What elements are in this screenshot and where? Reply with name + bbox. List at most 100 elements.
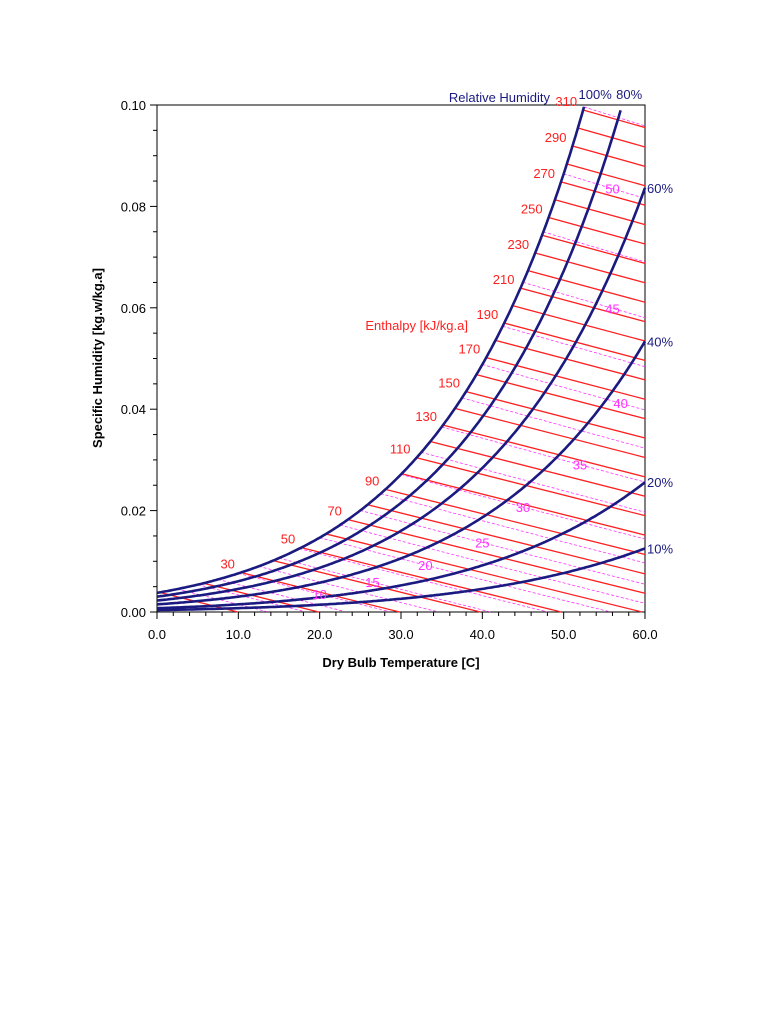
enthalpy-line	[325, 533, 643, 613]
wet-bulb-line	[543, 231, 646, 263]
enthalpy-line	[512, 305, 646, 342]
wet-bulb-line	[583, 106, 646, 127]
enthalpy-label: 30	[220, 557, 234, 572]
enthalpy-line	[541, 234, 646, 265]
x-tick-label: 0.0	[148, 627, 166, 642]
x-tick-label: 40.0	[470, 627, 495, 642]
enthalpy-line	[548, 216, 646, 245]
wet-bulb-lines	[177, 106, 646, 613]
wet-bulb-line	[380, 493, 646, 564]
enthalpy-line	[495, 339, 646, 381]
rh-label: 40%	[647, 334, 673, 349]
enthalpy-line	[560, 181, 646, 206]
wet-bulb-line	[217, 579, 345, 612]
wet-bulb-line	[522, 281, 646, 319]
enthalpy-line	[430, 440, 646, 497]
wet-bulb-line	[258, 565, 438, 613]
enthalpy-label: 150	[438, 376, 460, 391]
wet-bulb-label: 15	[365, 575, 379, 590]
wet-bulb-label: 45	[605, 301, 619, 316]
rh-curve-80	[156, 109, 622, 598]
rh-curve-40	[156, 340, 647, 606]
enthalpy-label: 50	[281, 532, 295, 547]
wet-bulb-line	[482, 364, 646, 411]
enthalpy-label: 290	[545, 130, 567, 145]
wet-bulb-line	[360, 510, 646, 585]
wet-bulb-label: 20	[418, 558, 432, 573]
axes	[150, 104, 646, 619]
y-tick-label: 0.00	[121, 605, 146, 620]
wet-bulb-label: 35	[573, 458, 587, 473]
enthalpy-label: 70	[327, 504, 341, 519]
enthalpy-label: 110	[390, 442, 411, 457]
y-tick-label: 0.10	[121, 98, 146, 113]
enthalpy-line	[534, 252, 646, 284]
rh-curve-100	[156, 106, 586, 595]
rh-curve-20	[156, 481, 646, 610]
enthalpy-line	[203, 582, 319, 613]
wet-bulb-line	[441, 426, 646, 483]
enthalpy-label: 130	[415, 409, 437, 424]
enthalpy-line	[367, 504, 646, 575]
enthalpy-line	[520, 287, 646, 323]
relative-humidity-curves	[156, 106, 647, 612]
wet-bulb-line	[563, 173, 646, 199]
x-tick-label: 60.0	[632, 627, 657, 642]
wet-bulb-line	[421, 451, 646, 513]
enthalpy-line	[416, 457, 646, 517]
enthalpy-line	[273, 559, 481, 613]
rh-curve-10	[157, 547, 646, 612]
enthalpy-line	[401, 473, 646, 536]
wet-bulb-line	[461, 397, 646, 449]
wet-bulb-label: 30	[516, 500, 530, 515]
y-axis-title: Specific Humidity [kg.w/kg.a]	[90, 268, 105, 448]
enthalpy-lines	[159, 109, 646, 613]
enthalpy-line	[486, 356, 646, 400]
enthalpy-line	[385, 488, 646, 556]
enthalpy-line	[572, 145, 646, 167]
wet-bulb-label: 40	[613, 396, 627, 411]
enthalpy-label: 270	[533, 166, 555, 181]
enthalpy-label: 210	[493, 272, 515, 287]
rh-curve-60	[156, 187, 647, 602]
enthalpy-line	[582, 109, 646, 129]
y-tick-label: 0.04	[121, 402, 146, 417]
enthalpy-label: 170	[458, 342, 480, 357]
x-tick-label: 30.0	[388, 627, 413, 642]
wet-bulb-label: 25	[475, 536, 489, 551]
rh-label: 60%	[647, 181, 673, 196]
enthalpy-line	[240, 571, 400, 613]
rh-label: 20%	[647, 475, 673, 490]
enthalpy-line	[554, 199, 646, 226]
wet-bulb-line	[400, 474, 646, 540]
x-tick-label: 50.0	[551, 627, 576, 642]
labels: 0.0 10.0 20.0 30.0 40.0 50.0 60.0 0.00 0.02 0.04 0…	[121, 87, 674, 642]
enthalpy-label: 230	[507, 237, 529, 252]
x-axis-title: Dry Bulb Temperature [C]	[322, 655, 479, 670]
enthalpy-label: 90	[365, 473, 379, 488]
wet-bulb-label: 50	[605, 182, 619, 197]
rh-label: 100%	[579, 87, 613, 102]
enthalpy-line	[442, 424, 646, 478]
wet-bulb-line	[339, 524, 646, 604]
enthalpy-label: 250	[521, 202, 543, 217]
relative-humidity-title: Relative Humidity	[449, 90, 551, 105]
rh-label: 80%	[616, 87, 642, 102]
wet-bulb-line	[238, 573, 389, 612]
enthalpy-line	[527, 269, 646, 303]
x-tick-label: 20.0	[307, 627, 332, 642]
enthalpy-line	[454, 407, 646, 459]
y-tick-label: 0.06	[121, 301, 146, 316]
y-tick-label: 0.08	[121, 199, 146, 214]
y-tick-label: 0.02	[121, 504, 146, 519]
enthalpy-label: 190	[477, 307, 499, 322]
x-tick-label: 10.0	[226, 627, 251, 642]
enthalpy-line	[566, 163, 646, 187]
enthalpy-line	[476, 374, 646, 420]
enthalpy-title: Enthalpy [kJ/kg.a]	[365, 318, 468, 333]
wet-bulb-line	[278, 557, 491, 613]
enthalpy-label: 310	[555, 94, 577, 109]
rh-label: 10%	[647, 541, 673, 556]
wet-bulb-label: 10	[312, 587, 326, 602]
